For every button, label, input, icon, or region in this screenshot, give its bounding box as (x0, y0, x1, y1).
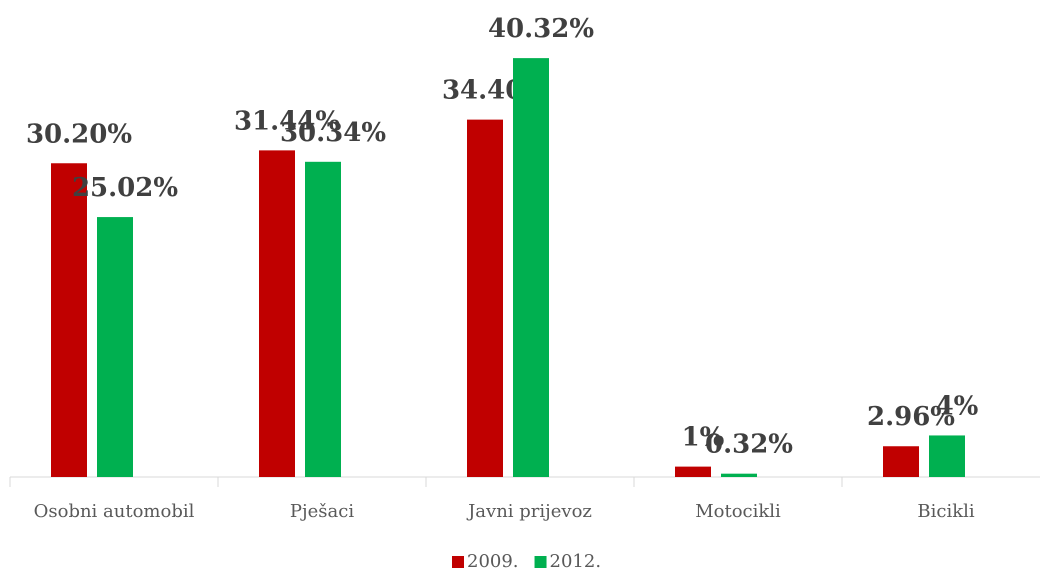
bar (721, 473, 757, 477)
legend-label: 2012. (550, 551, 602, 569)
data-label: 4% (936, 391, 979, 421)
data-label: 25.02% (72, 173, 178, 203)
bar (51, 163, 87, 477)
x-tick-label: Bicikli (917, 501, 974, 522)
legend-swatch (452, 556, 464, 568)
legend-swatch (534, 556, 547, 568)
x-tick-label: Osobni automobil (34, 501, 195, 522)
data-label: 2.96% (867, 402, 955, 432)
x-tick-label: Javni prijevoz (466, 501, 592, 522)
data-label: 30.34% (280, 118, 386, 148)
bar (97, 217, 133, 477)
bar (259, 150, 295, 477)
data-label: 1% (682, 423, 725, 453)
bar (513, 58, 549, 478)
x-tick-label: Pješaci (290, 501, 354, 522)
bar (929, 435, 965, 477)
data-label: 40.32% (488, 14, 594, 44)
x-tick-label: Motocikli (695, 501, 781, 522)
bar (467, 119, 503, 477)
bar (675, 466, 711, 477)
legend-label: 2009. (467, 551, 519, 569)
data-label: 30.20% (26, 119, 132, 149)
data-label: 0.32% (705, 430, 793, 460)
data-label: 31.44% (234, 106, 340, 136)
bar (305, 161, 341, 477)
bar (883, 446, 919, 477)
